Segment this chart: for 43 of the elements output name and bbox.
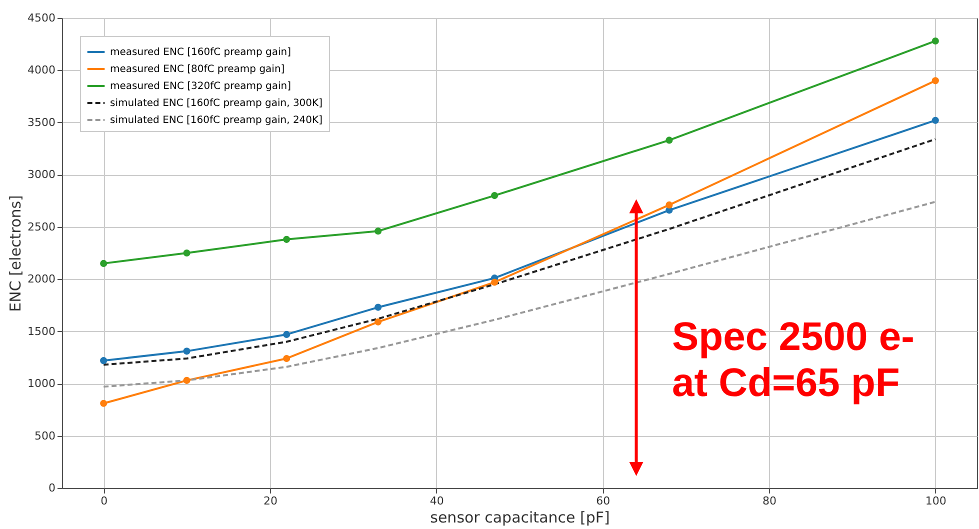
legend-label: measured ENC [80fC preamp gain] <box>110 64 285 75</box>
point <box>932 77 939 84</box>
y-tick-label: 1500 <box>28 324 56 338</box>
point <box>491 192 498 200</box>
point <box>183 376 190 384</box>
x-tick-label: 0 <box>100 494 108 508</box>
y-tick-label: 4500 <box>28 12 56 24</box>
point <box>183 348 190 355</box>
point <box>491 278 498 286</box>
point <box>283 330 290 338</box>
legend-label: simulated ENC [160fC preamp gain, 300K] <box>110 98 323 109</box>
y-tick-label: 1000 <box>28 377 56 390</box>
x-tick-label: 40 <box>430 494 444 508</box>
annotation: Spec 2500 e- at Cd=65 pF <box>672 315 914 405</box>
point <box>374 228 382 235</box>
x-axis-title: sensor capacitance [pF] <box>430 508 610 526</box>
point <box>666 201 673 208</box>
y-tick-label: 2000 <box>28 272 56 286</box>
point <box>932 37 939 45</box>
point <box>100 357 108 364</box>
x-tick-label: 100 <box>925 494 946 508</box>
x-tick-label: 20 <box>263 494 278 508</box>
point <box>932 116 939 124</box>
point <box>666 136 673 144</box>
point <box>100 400 108 407</box>
point <box>374 304 382 311</box>
point <box>374 318 382 326</box>
x-tick-label: 80 <box>762 494 777 508</box>
y-tick-label: 4000 <box>28 64 56 77</box>
legend-label: simulated ENC [160fC preamp gain, 240K] <box>110 115 323 126</box>
y-tick-label: 3500 <box>28 116 56 129</box>
y-tick-label: 500 <box>34 429 56 442</box>
legend-label: measured ENC [160fC preamp gain] <box>110 47 292 58</box>
y-axis-title: ENC [electrons] <box>6 195 25 312</box>
point <box>100 260 108 267</box>
y-tick-label: 2500 <box>28 220 56 234</box>
point <box>283 236 290 243</box>
point <box>183 249 190 257</box>
y-tick-label: 0 <box>48 482 56 494</box>
point <box>283 354 290 362</box>
x-tick-label: 60 <box>596 494 610 508</box>
y-tick-label: 3000 <box>28 168 56 182</box>
legend-label: measured ENC [320fC preamp gain] <box>110 81 292 92</box>
